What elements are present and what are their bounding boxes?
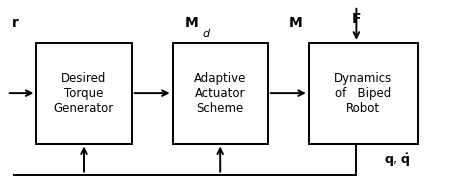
Text: $\mathbf{F}$: $\mathbf{F}$ [351, 12, 361, 26]
Text: $\mathbf{M}$: $\mathbf{M}$ [288, 16, 303, 30]
Text: $\mathbf{r}$: $\mathbf{r}$ [11, 16, 20, 30]
Text: $\mathbf{q}$, $\mathbf{\dot{q}}$: $\mathbf{q}$, $\mathbf{\dot{q}}$ [384, 152, 410, 169]
Bar [309, 43, 418, 144]
Text: $\mathbf{M}$: $\mathbf{M}$ [184, 16, 198, 30]
Text: Dynamics
of   Biped
Robot: Dynamics of Biped Robot [334, 72, 392, 115]
Text: Desired
Torque
Generator: Desired Torque Generator [54, 72, 114, 115]
Bar [36, 43, 132, 144]
Bar [173, 43, 268, 144]
Text: $d$: $d$ [202, 27, 211, 39]
Text: Adaptive
Actuator
Scheme: Adaptive Actuator Scheme [194, 72, 247, 115]
